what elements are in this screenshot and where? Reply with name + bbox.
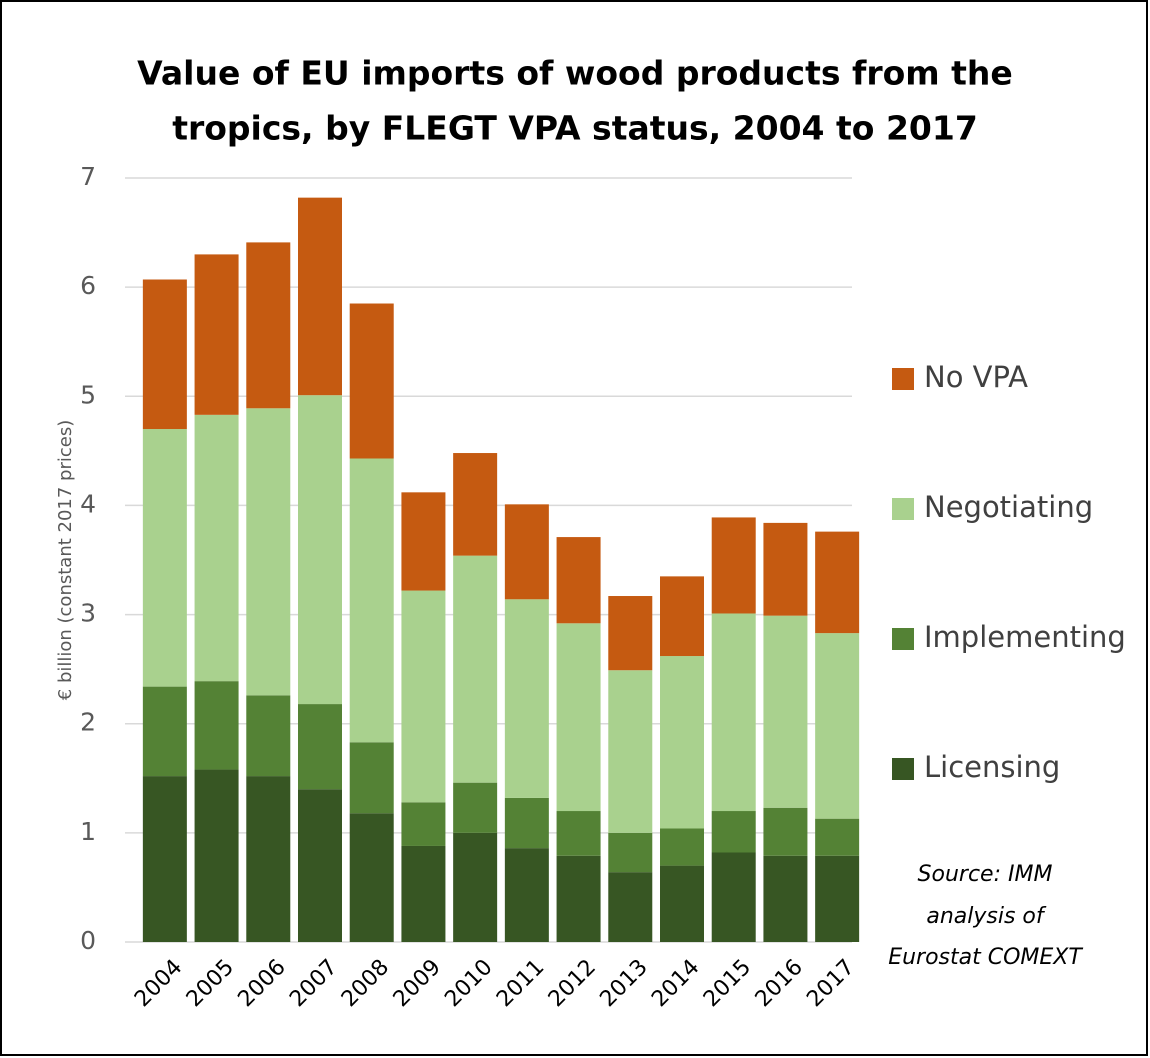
y-tick-label: 2 xyxy=(80,708,96,737)
bar-segment xyxy=(142,429,187,687)
bar-segment xyxy=(194,681,239,770)
y-tick-label: 4 xyxy=(80,489,96,518)
bar-segment xyxy=(349,458,394,743)
bar-segment xyxy=(608,670,653,833)
bar-segment xyxy=(504,848,549,942)
bar-segment xyxy=(453,782,498,833)
legend-swatch xyxy=(892,758,914,780)
legend-label: No VPA xyxy=(924,360,1028,394)
bar-segment xyxy=(556,811,601,856)
bar-segment xyxy=(142,686,187,777)
bar-segment xyxy=(660,576,704,657)
bar-segment xyxy=(298,197,342,396)
bar-segment xyxy=(504,599,549,798)
y-tick-label: 1 xyxy=(80,817,96,846)
bar-segment xyxy=(608,832,653,873)
bar-segment xyxy=(298,395,342,705)
bar-segment xyxy=(298,704,342,790)
source: analysis of xyxy=(926,904,1047,929)
bar-segment xyxy=(453,453,498,556)
y-tick-label: 6 xyxy=(80,271,96,300)
bar-segment xyxy=(556,537,601,624)
bar-segment xyxy=(453,555,498,783)
bar-segment xyxy=(763,522,808,616)
bar-segment xyxy=(349,303,394,459)
bar-segment xyxy=(246,408,291,696)
legend-swatch xyxy=(892,498,914,520)
bar-segment xyxy=(401,492,446,591)
source: Eurostat COMEXT xyxy=(888,945,1083,970)
bar-segment xyxy=(401,590,446,803)
y-tick-label: 0 xyxy=(80,926,96,955)
bar-segment xyxy=(556,855,601,942)
bar-segment xyxy=(453,832,498,942)
bar-segment xyxy=(711,517,756,614)
bar-segment xyxy=(660,656,704,829)
legend-swatch xyxy=(892,628,914,650)
legend-label: Licensing xyxy=(924,750,1060,784)
y-axis-label: € billion (constant 2017 prices) xyxy=(55,420,76,700)
legend-label: Negotiating xyxy=(924,490,1093,524)
bar-segment xyxy=(246,695,291,777)
bar-segment xyxy=(556,623,601,812)
bar-segment xyxy=(401,802,446,846)
bar-segment xyxy=(763,615,808,808)
bar-segment xyxy=(504,797,549,849)
bar-segment xyxy=(504,504,549,600)
bar-segment xyxy=(711,811,756,853)
bar-segment xyxy=(298,789,342,942)
legend-label: Implementing xyxy=(924,620,1126,654)
bar-segment xyxy=(194,254,239,415)
y-tick-label: 5 xyxy=(80,380,96,409)
bar-segment xyxy=(246,776,291,942)
bar-segment xyxy=(246,242,291,409)
bar-segment xyxy=(194,414,239,682)
bar-segment xyxy=(763,807,808,856)
bar-segment xyxy=(815,633,860,819)
bar-segment xyxy=(815,855,860,942)
y-tick-label: 3 xyxy=(80,599,96,628)
bar-segment xyxy=(660,828,704,866)
bar-segment xyxy=(401,845,446,942)
source: Source: IMM xyxy=(918,862,1053,887)
bar-segment xyxy=(660,865,704,942)
bar-segment xyxy=(815,818,860,856)
bar-segment xyxy=(711,852,756,942)
chart-title: Value of EU imports of wood products fro… xyxy=(137,54,1013,93)
bar-segment xyxy=(349,813,394,942)
bar-segment xyxy=(142,776,187,942)
y-tick-label: 7 xyxy=(80,162,96,191)
bar-segment xyxy=(142,279,187,430)
bar-segment xyxy=(608,872,653,942)
bar-segment xyxy=(763,855,808,942)
bar-segment xyxy=(608,596,653,671)
bar-segment xyxy=(349,742,394,814)
chart-title: tropics, by FLEGT VPA status, 2004 to 20… xyxy=(172,109,978,148)
bar-segment xyxy=(711,613,756,812)
bar-segment xyxy=(815,531,860,634)
legend-swatch xyxy=(892,368,914,390)
bar-segment xyxy=(194,769,239,942)
